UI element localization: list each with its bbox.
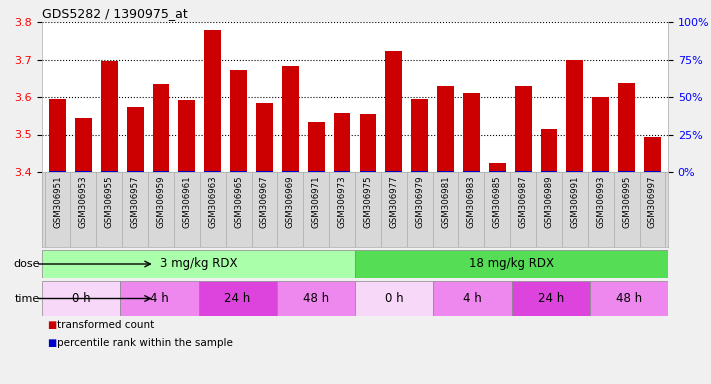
Bar [489, 163, 506, 172]
Bar [256, 170, 273, 172]
Bar [120, 281, 198, 316]
Text: GSM306993: GSM306993 [597, 176, 605, 228]
Bar [42, 281, 120, 316]
Text: GSM306971: GSM306971 [311, 176, 321, 228]
Bar [463, 170, 480, 172]
Bar [592, 97, 609, 172]
Bar [411, 99, 428, 172]
Bar [127, 170, 144, 172]
Bar [49, 170, 66, 172]
Bar [567, 170, 583, 172]
Text: GSM306997: GSM306997 [648, 176, 657, 228]
Text: GSM306975: GSM306975 [363, 176, 373, 228]
Bar [463, 93, 480, 172]
Bar [178, 100, 196, 172]
Bar [355, 250, 668, 278]
Text: GSM306979: GSM306979 [415, 176, 424, 228]
Bar [333, 113, 351, 172]
Bar [101, 61, 117, 172]
Text: GSM306991: GSM306991 [570, 176, 579, 228]
Bar [308, 170, 325, 172]
Bar [618, 170, 635, 172]
Text: 18 mg/kg RDX: 18 mg/kg RDX [469, 258, 554, 270]
Bar [515, 86, 532, 172]
Text: GSM306995: GSM306995 [622, 176, 631, 228]
Text: 24 h: 24 h [225, 292, 251, 305]
Bar [360, 114, 376, 172]
Text: dose: dose [14, 259, 40, 269]
Bar [360, 170, 376, 172]
Text: 4 h: 4 h [150, 292, 169, 305]
Bar [618, 83, 635, 172]
Bar [277, 281, 355, 316]
Bar [333, 170, 351, 172]
Text: GDS5282 / 1390975_at: GDS5282 / 1390975_at [42, 7, 188, 20]
Bar [355, 281, 433, 316]
Text: 48 h: 48 h [616, 292, 642, 305]
Bar [49, 99, 66, 172]
Text: ■: ■ [47, 320, 56, 330]
Bar [282, 66, 299, 172]
Bar [127, 107, 144, 172]
Bar [411, 170, 428, 172]
Text: 0 h: 0 h [72, 292, 90, 305]
Text: GSM306959: GSM306959 [156, 176, 166, 228]
Bar [515, 170, 532, 172]
Text: GSM306955: GSM306955 [105, 176, 114, 228]
Text: 48 h: 48 h [303, 292, 329, 305]
Text: GSM306957: GSM306957 [131, 176, 139, 228]
Bar [198, 281, 277, 316]
Text: GSM306969: GSM306969 [286, 176, 295, 228]
Bar [153, 170, 169, 172]
Text: 3 mg/kg RDX: 3 mg/kg RDX [160, 258, 237, 270]
Text: GSM306981: GSM306981 [441, 176, 450, 228]
Bar [567, 60, 583, 172]
Bar [42, 250, 355, 278]
Bar [489, 170, 506, 172]
Bar [437, 86, 454, 172]
Bar [589, 281, 668, 316]
Bar [230, 170, 247, 172]
Bar [540, 129, 557, 172]
Text: GSM306951: GSM306951 [53, 176, 62, 228]
Bar [433, 281, 511, 316]
Bar [540, 170, 557, 172]
Text: ■: ■ [47, 338, 56, 348]
Bar [385, 51, 402, 172]
Text: 4 h: 4 h [463, 292, 482, 305]
Text: GSM306965: GSM306965 [234, 176, 243, 228]
Text: GSM306973: GSM306973 [338, 176, 346, 228]
Bar [75, 170, 92, 172]
Bar [153, 84, 169, 172]
Bar [644, 170, 661, 172]
Bar [437, 170, 454, 172]
Text: GSM306989: GSM306989 [545, 176, 553, 228]
Text: GSM306983: GSM306983 [467, 176, 476, 228]
Text: GSM306985: GSM306985 [493, 176, 502, 228]
Bar [230, 70, 247, 172]
Text: percentile rank within the sample: percentile rank within the sample [57, 338, 233, 348]
Bar [282, 170, 299, 172]
Text: time: time [15, 293, 40, 303]
Text: GSM306977: GSM306977 [390, 176, 398, 228]
Bar [256, 103, 273, 172]
Text: GSM306963: GSM306963 [208, 176, 218, 228]
Bar [75, 118, 92, 172]
Text: 24 h: 24 h [538, 292, 564, 305]
Bar [592, 170, 609, 172]
Bar [204, 170, 221, 172]
Text: 0 h: 0 h [385, 292, 403, 305]
Bar [644, 137, 661, 172]
Bar [308, 122, 325, 172]
Bar [511, 281, 589, 316]
Bar [178, 170, 196, 172]
Text: GSM306953: GSM306953 [79, 176, 88, 228]
Text: transformed count: transformed count [57, 320, 154, 330]
Text: GSM306967: GSM306967 [260, 176, 269, 228]
Bar [204, 30, 221, 172]
Bar [385, 170, 402, 172]
Text: GSM306987: GSM306987 [518, 176, 528, 228]
Text: GSM306961: GSM306961 [182, 176, 191, 228]
Bar [101, 170, 117, 172]
